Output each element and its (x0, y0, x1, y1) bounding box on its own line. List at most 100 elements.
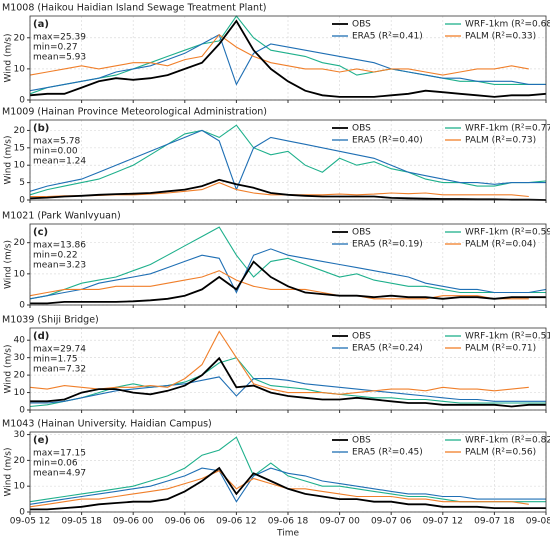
panel-title: M1009 (Hainan Province Meteorological Ad… (2, 107, 267, 118)
plot-frame (29, 327, 547, 411)
y-tick-label: 15 (14, 143, 25, 153)
legend-label: OBS (352, 228, 371, 238)
panel-label: (b) (33, 123, 49, 134)
series-line (29, 19, 547, 98)
y-tick-label: 20 (14, 456, 26, 466)
y-tick-label: 10 (14, 161, 26, 171)
y-tick-label: 0 (19, 196, 25, 206)
y-tick-label: 30 (14, 430, 26, 440)
legend-label: WRF-1km (R²=0.77) (465, 124, 550, 134)
x-tick-label: 09-08 00 (526, 517, 550, 527)
series-line (29, 470, 529, 508)
series-line (29, 33, 546, 92)
plot-frame (29, 15, 547, 101)
y-tick-label: 10 (14, 269, 26, 279)
series-line (30, 260, 546, 305)
x-tick-label: 09-07 18 (474, 517, 515, 527)
y-tick-label: 0 (19, 301, 25, 311)
y-tick-label: 0 (19, 406, 25, 416)
y-tick-label: 20 (14, 33, 26, 43)
annotation: mean=5.93 (33, 53, 86, 63)
series-line (29, 467, 546, 505)
legend-label: PALM (R²=0.33) (465, 32, 536, 42)
series-line (29, 129, 546, 192)
legend-label: OBS (352, 332, 371, 342)
legend-label: WRF-1km (R²=0.59) (465, 228, 550, 238)
annotation: min=0.27 (33, 43, 78, 53)
x-tick-label: 09-06 18 (268, 517, 309, 527)
panel-title: M1039 (Shiji Bridge) (2, 315, 99, 326)
legend-label: ERA5 (R²=0.45) (352, 448, 423, 458)
annotation: min=0.22 (33, 251, 78, 261)
plot-frame (29, 119, 547, 201)
legend-label: WRF-1km (R²=0.68) (465, 20, 550, 30)
legend-label: ERA5 (R²=0.40) (352, 136, 423, 146)
annotation: min=0.06 (33, 459, 78, 469)
y-tick-label: 20 (14, 238, 26, 248)
legend-label: OBS (352, 20, 371, 30)
series-line (29, 178, 547, 201)
legend-label: PALM (R²=0.71) (465, 344, 536, 354)
x-tick-label: 09-06 12 (216, 517, 256, 527)
annotation: mean=1.24 (33, 157, 86, 167)
y-tick-label: 10 (14, 388, 26, 398)
y-tick-label: 0 (19, 508, 25, 518)
series-line (29, 270, 529, 300)
legend-label: WRF-1km (R²=0.82) (465, 436, 550, 446)
annotation: min=1.75 (33, 355, 78, 365)
panel-label: (c) (33, 227, 48, 238)
y-axis-label: Wind (m/s) (4, 136, 14, 185)
legend-label: PALM (R²=0.04) (465, 240, 536, 250)
plot-frame (29, 223, 547, 306)
x-tick-label: 09-05 18 (61, 517, 102, 527)
y-axis-label: Wind (m/s) (4, 34, 14, 83)
y-tick-label: 40 (14, 336, 26, 346)
legend-label: ERA5 (R²=0.41) (352, 32, 423, 42)
plot-frame (29, 431, 547, 513)
series-line (29, 15, 546, 95)
annotation: max=25.39 (33, 33, 86, 43)
legend-label: OBS (352, 436, 371, 446)
x-axis-label: Time (276, 529, 299, 538)
series-line (30, 466, 546, 511)
x-tick-label: 09-07 06 (371, 517, 412, 527)
panel-label: (e) (33, 435, 49, 446)
x-tick-label: 09-06 00 (113, 517, 154, 527)
y-tick-label: 0 (19, 96, 25, 106)
annotation: min=0.00 (33, 147, 78, 157)
legend-label: WRF-1km (R²=0.51) (465, 332, 550, 342)
annotation: mean=7.32 (33, 365, 86, 375)
legend-label: ERA5 (R²=0.24) (352, 344, 423, 354)
y-tick-label: 5 (19, 178, 25, 188)
legend-label: PALM (R²=0.56) (465, 448, 536, 458)
legend-label: PALM (R²=0.73) (465, 136, 536, 146)
y-axis-label: Wind (m/s) (4, 448, 14, 497)
y-tick-label: 10 (14, 64, 26, 74)
series-line (29, 330, 529, 395)
x-tick-label: 09-07 00 (319, 517, 360, 527)
series-line (29, 33, 529, 76)
x-tick-label: 09-06 06 (165, 517, 206, 527)
x-tick-label: 09-05 12 (10, 517, 50, 527)
annotation: max=5.78 (33, 137, 80, 147)
panel-label: (a) (33, 19, 49, 30)
series-line (29, 248, 547, 300)
y-axis-label: Wind (m/s) (4, 345, 14, 394)
y-tick-label: 20 (14, 371, 26, 381)
series-line (30, 356, 546, 408)
panel-title: M1043 (Hainan University. Haidian Campus… (2, 419, 212, 430)
panel-title: M1021 (Park Wanlvyuan) (2, 211, 121, 222)
annotation: mean=3.23 (33, 261, 86, 271)
legend-label: OBS (352, 124, 371, 134)
annotation: max=17.15 (33, 449, 86, 459)
panel-label: (d) (33, 331, 49, 342)
panel-title: M1008 (Haikou Haidian Island Sewage Trea… (2, 3, 267, 14)
y-axis-label: Wind (m/s) (4, 240, 14, 289)
x-tick-label: 09-07 12 (423, 517, 463, 527)
legend-label: ERA5 (R²=0.19) (352, 240, 423, 250)
y-tick-label: 10 (14, 482, 26, 492)
y-tick-label: 20 (14, 126, 26, 136)
y-tick-label: 30 (14, 353, 26, 363)
series-line (29, 226, 546, 300)
annotation: max=13.86 (33, 241, 86, 251)
